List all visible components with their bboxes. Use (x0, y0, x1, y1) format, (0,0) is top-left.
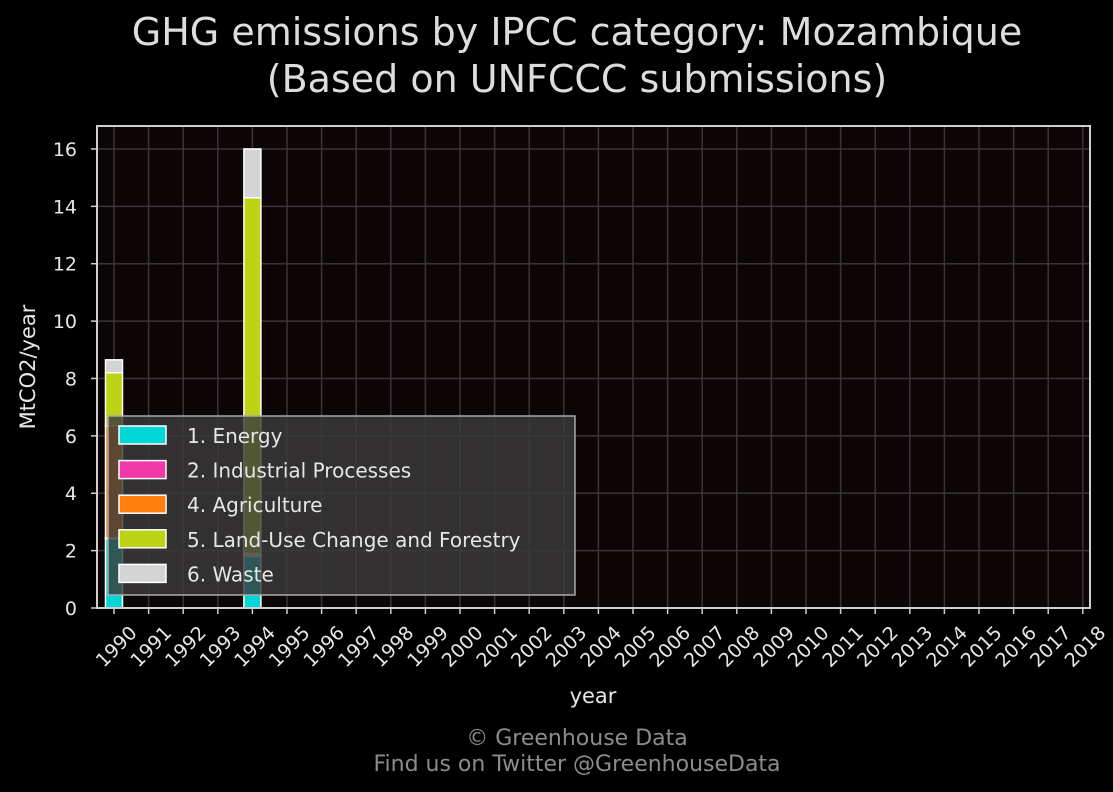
y-tick-label: 10 (53, 311, 77, 333)
plot-frame (96, 125, 1091, 609)
y-tick-label: 2 (65, 541, 77, 563)
legend-swatch (118, 459, 167, 480)
legend-label: 6. Waste (187, 562, 274, 586)
legend-label: 1. Energy (187, 424, 283, 448)
legend-label: 5. Land-Use Change and Forestry (187, 528, 521, 552)
legend-label: 2. Industrial Processes (187, 459, 411, 483)
credit-copyright: © Greenhouse Data (466, 726, 687, 751)
legend-swatch (118, 494, 167, 514)
legend-swatch (118, 425, 167, 445)
y-tick-label: 16 (53, 139, 77, 161)
chart-title-line-1: GHG emissions by IPCC category: Mozambiq… (132, 10, 1022, 54)
y-ticks: 0 2 4 6 8 10 12 14 16 (53, 139, 97, 620)
legend-swatch (118, 563, 167, 584)
y-tick-label: 0 (65, 598, 77, 620)
y-axis-label: MtCO2/year (16, 304, 40, 429)
chart-title-line-2: (Based on UNFCCC submissions) (267, 57, 887, 101)
x-axis-label: year (570, 684, 617, 708)
y-tick-label: 14 (53, 196, 77, 218)
y-tick-label: 12 (53, 254, 77, 276)
bar-1990-series-5 (104, 359, 124, 374)
y-tick-label: 4 (65, 483, 77, 505)
legend-swatch (118, 529, 167, 549)
legend: 1. Energy 2. Industrial Processes 4. Agric… (107, 415, 576, 596)
credit-twitter: Find us on Twitter @GreenhouseData (373, 752, 780, 777)
legend-box (107, 415, 576, 596)
y-tick-label: 8 (65, 368, 77, 390)
bar-1994-series-5 (243, 148, 262, 199)
y-tick-label: 6 (65, 426, 77, 448)
legend-label: 4. Agriculture (187, 493, 322, 517)
